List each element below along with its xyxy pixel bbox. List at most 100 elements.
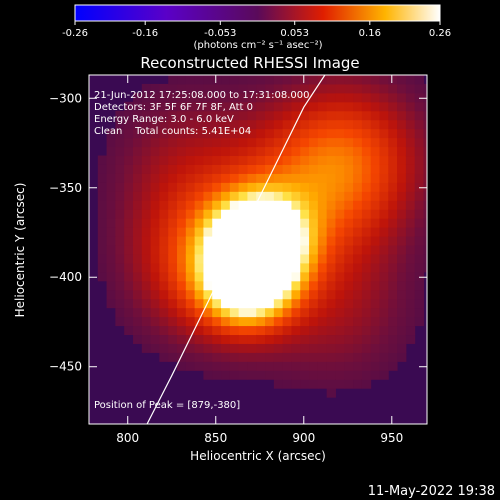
heatmap-cell <box>361 164 372 174</box>
heatmap-cell <box>344 218 354 228</box>
heatmap-cell <box>388 182 398 192</box>
heatmap-cell <box>326 128 336 139</box>
heatmap-cell <box>335 298 345 309</box>
heatmap-cell <box>344 325 354 336</box>
heatmap-cell <box>194 334 204 344</box>
heatmap <box>97 75 427 398</box>
heatmap-cell <box>370 227 380 237</box>
heatmap-cell <box>370 361 380 371</box>
heatmap-cell <box>414 155 424 165</box>
heatmap-cell <box>317 146 328 157</box>
heatmap-cell <box>203 289 213 300</box>
heatmap-cell <box>265 173 275 183</box>
heatmap-cell <box>326 307 336 318</box>
heatmap-cell <box>317 343 328 353</box>
heatmap-cell <box>361 307 372 318</box>
heatmap-cell <box>361 128 372 139</box>
heatmap-cell <box>133 334 143 344</box>
heatmap-cell <box>300 316 310 327</box>
heatmap-cell <box>291 343 301 353</box>
heatmap-cell <box>185 271 196 282</box>
heatmap-cell <box>194 253 204 264</box>
heatmap-cell <box>256 352 266 362</box>
heatmap-cell <box>300 271 310 282</box>
heatmap-cell <box>203 182 213 192</box>
heatmap-cell <box>335 209 345 219</box>
heatmap-cell <box>344 128 354 139</box>
heatmap-cell <box>361 253 372 264</box>
heatmap-cell <box>97 164 108 174</box>
heatmap-cell <box>335 245 345 255</box>
heatmap-cell <box>221 128 231 139</box>
heatmap-cell <box>106 191 116 201</box>
annotation-detectors: Detectors: 3F 5F 6F 7F 8F, Att 0 <box>94 102 253 113</box>
heatmap-cell <box>229 110 240 121</box>
heatmap-cell <box>326 137 336 148</box>
heatmap-cell <box>388 209 398 219</box>
heatmap-cell <box>300 370 310 380</box>
heatmap-cell <box>397 352 407 362</box>
heatmap-cell <box>106 280 116 291</box>
heatmap-cell <box>185 227 196 237</box>
heatmap-cell <box>300 75 310 85</box>
heatmap-cell <box>282 200 292 210</box>
heatmap-cell <box>405 298 416 309</box>
heatmap-cell <box>273 361 284 371</box>
heatmap-cell <box>405 334 416 344</box>
heatmap-cell <box>168 137 178 148</box>
heatmap-cell <box>335 119 345 130</box>
heatmap-cell <box>353 128 363 139</box>
heatmap-cell <box>326 218 336 228</box>
heatmap-cell <box>265 370 275 380</box>
heatmap-cell <box>221 316 231 327</box>
heatmap-cell <box>291 164 301 174</box>
heatmap-cell <box>405 191 416 201</box>
heatmap-cell <box>177 146 187 157</box>
heatmap-cell <box>168 253 178 264</box>
heatmap-cell <box>150 83 160 94</box>
heatmap-cell <box>141 137 152 148</box>
heatmap-cell <box>150 307 160 318</box>
heatmap-cell <box>229 253 240 264</box>
heatmap-cell <box>194 83 204 94</box>
heatmap-cell <box>423 218 427 228</box>
heatmap-cell <box>177 325 187 336</box>
heatmap-cell <box>291 245 301 255</box>
heatmap-cell <box>185 307 196 318</box>
heatmap-cell <box>194 182 204 192</box>
heatmap-cell <box>344 200 354 210</box>
heatmap-cell <box>300 280 310 291</box>
heatmap-cell <box>106 173 116 183</box>
heatmap-cell <box>247 227 257 237</box>
heatmap-cell <box>282 128 292 139</box>
heatmap-cell <box>317 325 328 336</box>
heatmap-cell <box>282 101 292 112</box>
heatmap-cell <box>256 137 266 148</box>
heatmap-cell <box>361 236 372 246</box>
heatmap-cell <box>106 262 116 273</box>
heatmap-cell <box>282 110 292 121</box>
heatmap-cell <box>361 379 372 389</box>
heatmap-cell <box>115 289 125 300</box>
heatmap-cell <box>379 361 389 371</box>
heatmap-cell <box>353 271 363 282</box>
heatmap-cell <box>361 101 372 112</box>
heatmap-cell <box>238 236 248 246</box>
heatmap-cell <box>370 173 380 183</box>
heatmap-cell <box>370 200 380 210</box>
heatmap-cell <box>388 245 398 255</box>
heatmap-cell <box>177 101 187 112</box>
heatmap-cell <box>185 191 196 201</box>
heatmap-cell <box>405 110 416 121</box>
heatmap-cell <box>212 236 222 246</box>
heatmap-cell <box>115 262 125 273</box>
heatmap-cell <box>194 361 204 371</box>
heatmap-cell <box>124 227 134 237</box>
heatmap-cell <box>309 92 319 103</box>
heatmap-cell <box>414 280 424 291</box>
heatmap-cell <box>229 298 240 309</box>
heatmap-cell <box>423 191 427 201</box>
heatmap-cell <box>317 289 328 300</box>
heatmap-cell <box>344 227 354 237</box>
heatmap-cell <box>379 83 389 94</box>
